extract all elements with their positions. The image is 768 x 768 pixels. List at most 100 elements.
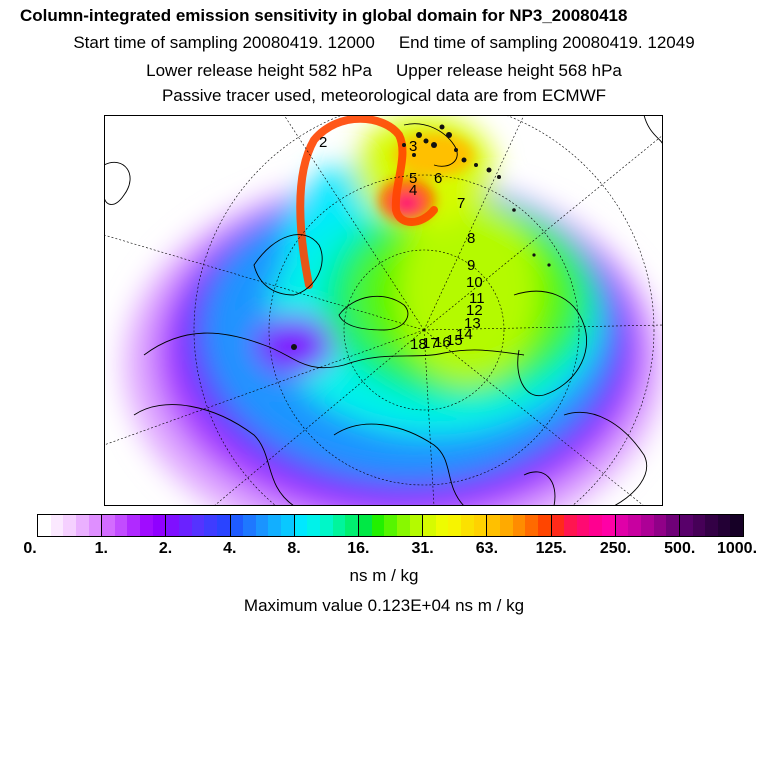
colorbar-tick-label: 4. [223,540,237,557]
trajectory-label: 16 [434,334,451,351]
colorbar-segment [293,515,358,536]
colorbar-tick-label: 2. [158,540,173,557]
colorbar-swatch [499,515,513,536]
colorbar [37,514,744,537]
colorbar-tick-label: 16. [347,540,370,557]
trajectory-label: 2 [319,134,327,151]
colorbar-swatch [628,515,641,536]
colorbar-swatch [216,515,230,536]
colorbar-swatch [640,515,654,536]
colorbar-segment [38,515,102,536]
colorbar-swatch [204,515,217,536]
colorbar-swatch [345,515,358,536]
trajectory-label: 3 [409,138,417,155]
colorbar-swatch [38,515,51,536]
colorbar-swatch [371,515,385,536]
colorbar-swatch [537,515,551,536]
colorbar-swatch [705,515,718,536]
colorbar-swatch [191,515,205,536]
colorbar-segment [486,515,551,536]
unit-label: ns m / kg [349,566,419,585]
colorbar-swatch [140,515,153,536]
colorbar-segment [357,515,423,536]
trajectory-label: 18 [410,336,427,353]
colorbar-swatch [666,515,679,536]
lower-release-height: Lower release height 582 hPa [146,61,372,80]
colorbar-segment [550,515,615,536]
colorbar-swatch [487,515,500,536]
colorbar-swatch [551,515,565,536]
colorbar-swatch [179,515,192,536]
graticule [104,115,663,506]
trajectory-label: 11 [469,290,485,307]
colorbar-swatch [692,515,706,536]
colorbar-swatch [88,515,102,536]
colorbar-swatch [409,515,423,536]
start-time: Start time of sampling 20080419. 12000 [73,33,375,52]
colorbar-segment [229,515,294,536]
colorbar-swatch [230,515,244,536]
end-time: End time of sampling 20080419. 12049 [398,33,695,52]
colorbar-swatch [435,515,449,536]
colorbar-swatch [320,515,333,536]
colorbar-swatch [473,515,487,536]
trajectory-label: 12 [466,302,483,319]
colorbar-swatch [423,515,436,536]
colorbar-segment [165,515,230,536]
trajectory-label: 17 [422,335,439,352]
trajectory-label: 14 [456,326,473,343]
colorbar-swatch [730,515,744,536]
trajectory-label: 7 [457,195,465,212]
colorbar-swatch [461,515,474,536]
colorbar-swatch [615,515,629,536]
colorbar-swatch [294,515,308,536]
colorbar-swatch [281,515,294,536]
colorbar-tick-label: 63. [475,540,499,557]
trajectory-label: 13 [464,315,481,332]
colorbar-swatch [63,515,76,536]
colorbar-tick-label: 8. [287,540,301,557]
colorbar-swatch [268,515,282,536]
trajectory-label: 5 [409,170,417,187]
sampling-times: Start time of sampling 20080419. 12000 En… [0,33,768,53]
coastlines [104,115,663,506]
colorbar-swatch [114,515,128,536]
colorbar-swatch [358,515,372,536]
colorbar-tick-label: 125. [535,540,567,557]
colorbar-swatch [717,515,731,536]
trajectory-label: 6 [434,170,442,187]
colorbar-tick-label: 1000. [716,540,758,557]
trajectory-label: 4 [409,182,417,199]
high-sensitivity-spots [291,124,551,350]
colorbar-swatch [166,515,180,536]
colorbar-swatch [448,515,462,536]
page-title: Column-integrated emission sensitivity i… [20,6,628,25]
trajectory-band [296,115,438,289]
tracer-note: Passive tracer used, meteorological data… [161,86,607,105]
trajectory-label: 10 [466,274,483,291]
colorbar-segment [422,515,487,536]
colorbar-tick-label: 500. [664,540,696,557]
release-heights: Lower release height 582 hPa Upper releas… [0,61,768,81]
colorbar-tick-label: 1. [94,540,108,557]
colorbar-swatch [602,515,615,536]
colorbar-segment [614,515,679,536]
colorbar-tick-label: 250. [599,540,632,557]
colorbar-swatch [384,515,397,536]
colorbar-swatch [564,515,577,536]
colorbar-tick-label: 0. [23,540,37,557]
colorbar-swatch [102,515,115,536]
colorbar-tick-label: 31. [411,540,434,557]
trajectory-label: 9 [467,257,475,274]
colorbar-swatch [127,515,141,536]
colorbar-swatch [332,515,346,536]
colorbar-segment [678,515,744,536]
colorbar-swatch [525,515,538,536]
colorbar-swatch [653,515,667,536]
colorbar-swatch [243,515,256,536]
colorbar-swatch [576,515,590,536]
trajectory-label: 8 [467,230,475,247]
colorbar-swatch [679,515,693,536]
